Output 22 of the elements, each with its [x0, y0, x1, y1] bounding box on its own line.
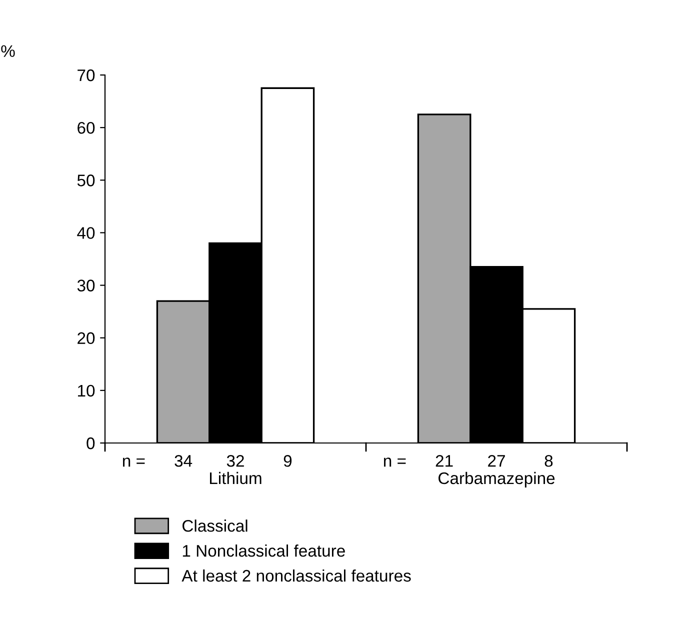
legend-label: At least 2 nonclassical features: [182, 569, 411, 582]
y-tick-label: 10: [78, 384, 95, 397]
text: 9: [284, 455, 292, 467]
legend-label: 1 Nonclassical feature: [182, 544, 345, 557]
y-tick-label: 0: [86, 437, 95, 450]
legend-label: Classical: [182, 520, 248, 532]
x-tick-label: Lithium: [210, 472, 262, 484]
text: 34: [174, 455, 192, 467]
y-axis-title: %: [1, 45, 15, 57]
text: 32: [226, 455, 244, 467]
y-tick-label: 50: [77, 174, 95, 186]
y-tick-label: 20: [78, 332, 95, 344]
y-tick-label: 40: [77, 227, 95, 239]
x-tick-label: Carbamazepine: [438, 472, 555, 488]
text: 8: [544, 455, 553, 467]
y-tick-label: 60: [78, 122, 95, 134]
text: n =: [384, 458, 406, 467]
text: 27: [488, 455, 505, 467]
y-tick-label: 70: [78, 69, 95, 82]
text: 21: [436, 455, 453, 467]
text: n =: [123, 458, 145, 467]
y-tick-label: 30: [77, 280, 95, 292]
